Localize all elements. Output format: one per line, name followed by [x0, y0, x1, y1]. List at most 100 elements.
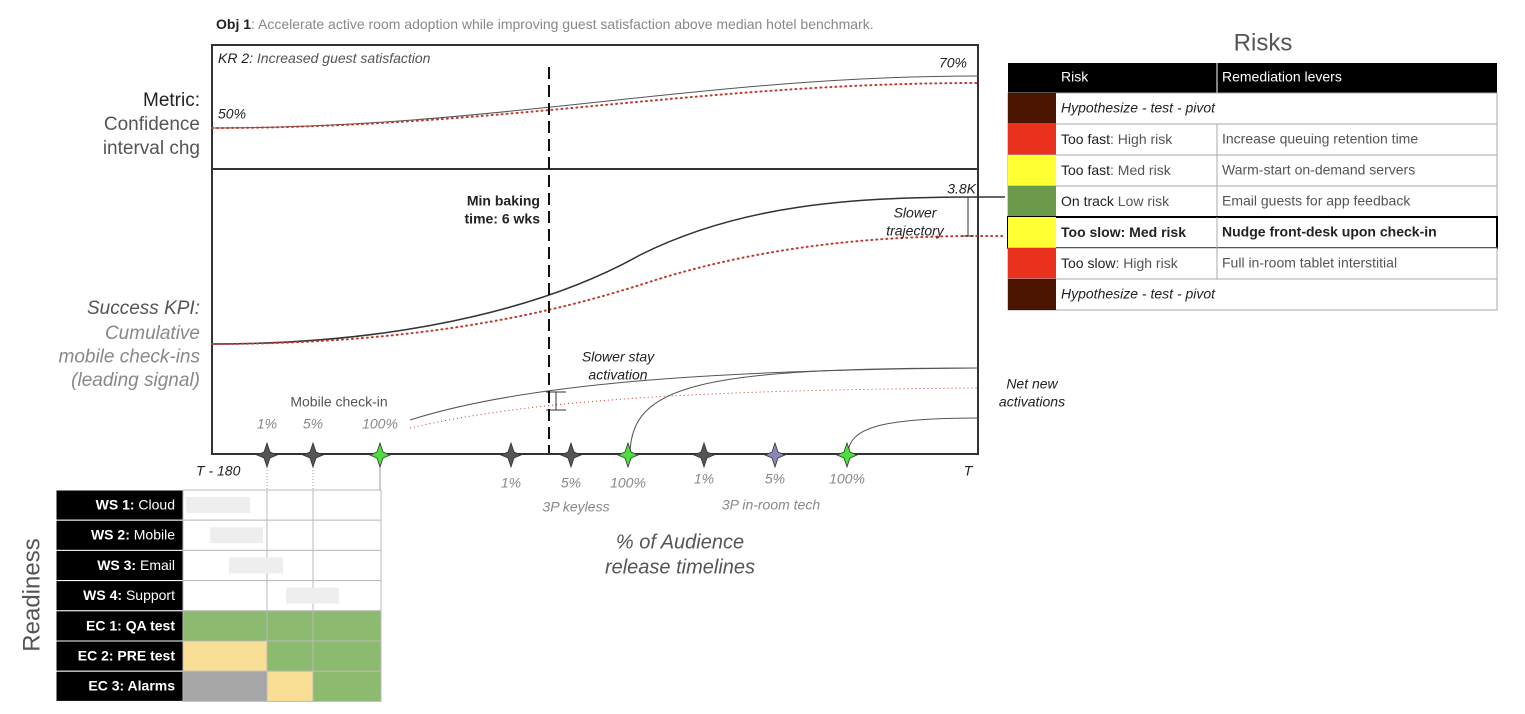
kr-label-part: Increased guest satisfaction	[253, 50, 431, 66]
risk-name: Hypothesize - test - pivot	[1061, 286, 1216, 302]
readiness-bar	[229, 557, 283, 574]
axis-title: release timelines	[605, 556, 755, 578]
objective-part: : Accelerate active room adoption while …	[251, 16, 874, 32]
risk-lever: Warm-start on-demand servers	[1222, 162, 1415, 178]
readiness-cell	[266, 610, 314, 642]
release-step: 100%	[362, 416, 398, 432]
readiness-cell	[312, 670, 382, 702]
annotation: Slower stay	[582, 349, 655, 365]
readiness-bar	[286, 587, 339, 604]
kr-label-part: KR 2:	[218, 50, 253, 66]
axis-title: % of Audience	[616, 531, 744, 553]
risk-swatch	[1008, 217, 1056, 248]
readiness-bar	[210, 527, 263, 544]
readiness-cell	[312, 610, 382, 642]
side-title: Success KPI:	[87, 298, 200, 319]
net-new-curve	[847, 417, 979, 456]
readiness-label-part: EC 3: Alarms	[88, 677, 175, 693]
risk-header-text: Remediation levers	[1222, 69, 1342, 85]
risk-swatch	[1008, 93, 1056, 124]
timeline-start: T - 180	[196, 463, 241, 479]
readiness-label-cell	[55, 580, 184, 612]
release-star	[559, 441, 583, 469]
risk-name-part: : High risk	[1110, 131, 1173, 147]
side-label: (leading signal)	[71, 370, 200, 391]
risk-swatch	[1008, 248, 1056, 279]
release-step: 100%	[610, 475, 646, 491]
release-step: 1%	[257, 416, 277, 432]
readiness-label-part: Mobile	[130, 526, 175, 542]
annotation: activations	[999, 394, 1065, 410]
risk-lever: Increase queuing retention time	[1222, 131, 1418, 147]
risk-name-part: Too slow: Med risk	[1061, 224, 1186, 240]
risk-name: Too slow: Med risk	[1061, 224, 1186, 240]
risk-name: Too fast: Med risk	[1061, 162, 1172, 178]
annotation: Net new	[1006, 376, 1058, 392]
end-value: 3.8K	[947, 181, 976, 197]
readiness-cell	[266, 640, 314, 672]
readiness-label: WS 4: Support	[83, 587, 175, 603]
readiness-label-part: Email	[136, 557, 175, 573]
readiness-cell	[312, 640, 382, 672]
readiness-label: EC 2: PRE test	[78, 647, 176, 663]
readiness-cell	[182, 610, 268, 642]
readiness-label-part: WS 3:	[97, 557, 136, 573]
metric-slow-curve	[211, 82, 979, 129]
readiness-label: WS 3: Email	[97, 557, 175, 573]
risk-name: Too slow: High risk	[1061, 255, 1179, 271]
stay-slow-curve	[409, 387, 979, 429]
kpi-slow-curve	[211, 235, 1004, 345]
risk-name-part: On track	[1061, 193, 1115, 209]
risk-lever: Full in-room tablet interstitial	[1222, 255, 1397, 271]
risk-row	[1007, 247, 1498, 280]
release-star	[692, 441, 716, 469]
risk-name-part: Low risk	[1114, 193, 1170, 209]
side-label: mobile check-ins	[59, 347, 201, 368]
readiness-cell	[266, 670, 314, 702]
objective: Obj 1: Accelerate active room adoption w…	[216, 16, 874, 32]
readiness-label: WS 2: Mobile	[91, 526, 175, 542]
release-step: 5%	[561, 475, 581, 491]
gap-bracket	[962, 196, 974, 237]
release-star	[368, 441, 392, 469]
readiness-label-part: EC 1: QA test	[86, 617, 175, 633]
kpi-panel	[211, 168, 979, 455]
objective-part: Obj 1	[216, 16, 251, 32]
release-star	[301, 441, 325, 469]
side-title: Metric:	[143, 90, 200, 111]
release-name: 3P keyless	[542, 499, 609, 515]
annotation: activation	[588, 367, 647, 383]
release-step: 1%	[694, 471, 714, 487]
stay-curve	[409, 367, 979, 421]
readiness-cell	[312, 549, 382, 582]
readiness-label-cell	[55, 549, 184, 582]
kpi-curve	[211, 196, 1005, 345]
risk-swatch	[1008, 279, 1056, 310]
readiness-label-part: Cloud	[135, 496, 175, 512]
readiness-label-part: WS 2:	[91, 526, 130, 542]
net-new-curve	[629, 367, 979, 456]
risk-name: On track Low risk	[1061, 193, 1170, 209]
readiness-label-part: Support	[122, 587, 175, 603]
annotation: Min baking	[467, 193, 540, 209]
readiness-cell	[312, 489, 382, 521]
release-name: Mobile check-in	[290, 394, 387, 410]
release-step: 1%	[501, 475, 521, 491]
readiness-cell	[266, 489, 314, 521]
release-step: 5%	[765, 471, 785, 487]
readiness-label-part: WS 1:	[96, 496, 135, 512]
risk-lever: Nudge front-desk upon check-in	[1222, 224, 1437, 240]
annotation: time: 6 wks	[465, 211, 541, 227]
readiness-label: WS 1: Cloud	[96, 496, 175, 512]
release-star	[255, 441, 279, 469]
side-label: Confidence	[104, 114, 200, 135]
end-value: 70%	[939, 55, 967, 71]
risk-swatch	[1008, 155, 1056, 186]
readiness-label-part: WS 4:	[83, 587, 122, 603]
readiness-cell	[182, 580, 268, 612]
release-step: 5%	[303, 416, 323, 432]
risk-lever: Email guests for app feedback	[1222, 193, 1411, 209]
start-value: 50%	[218, 106, 246, 122]
release-star	[499, 441, 523, 469]
